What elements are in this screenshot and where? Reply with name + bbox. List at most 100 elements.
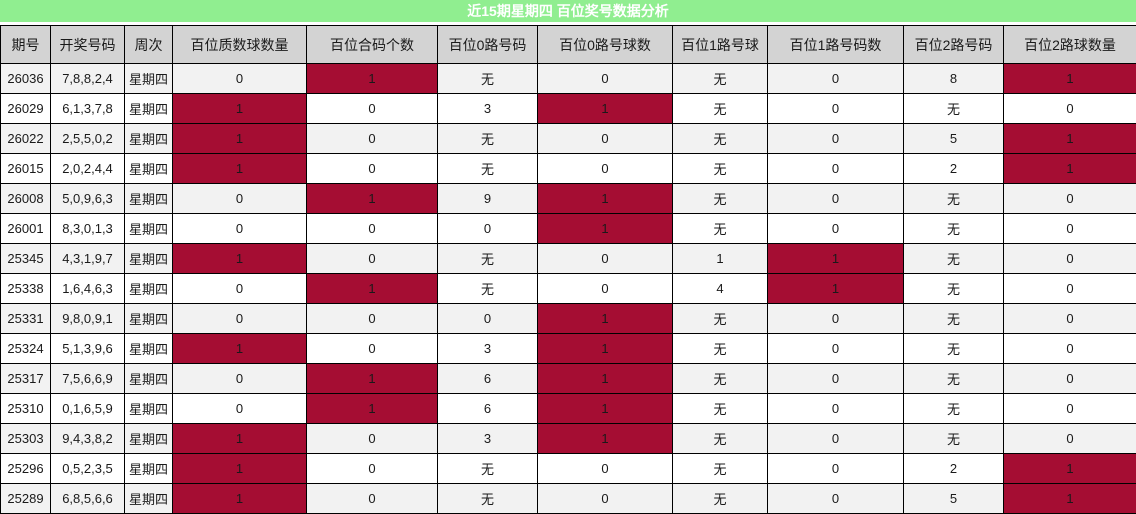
cell-route2-count: 0 bbox=[1003, 183, 1136, 214]
cell-period: 25345 bbox=[0, 243, 51, 274]
cell-route1-count: 0 bbox=[767, 483, 904, 514]
cell-prime-count: 0 bbox=[172, 363, 307, 394]
cell-route2-count: 1 bbox=[1003, 153, 1136, 184]
table-row: 26022 2,5,5,0,2 星期四 1 0 无 0 无 0 5 1 bbox=[0, 123, 1136, 154]
cell-route0-number: 无 bbox=[437, 123, 538, 154]
cell-period: 25310 bbox=[0, 393, 51, 424]
cell-week: 星期四 bbox=[124, 243, 173, 274]
cell-numbers: 7,5,6,6,9 bbox=[50, 363, 125, 394]
cell-route2-number: 2 bbox=[903, 153, 1004, 184]
cell-route2-count: 0 bbox=[1003, 363, 1136, 394]
cell-period: 25289 bbox=[0, 483, 51, 514]
cell-route2-number: 无 bbox=[903, 393, 1004, 424]
cell-route0-number: 无 bbox=[437, 243, 538, 274]
cell-route2-count: 0 bbox=[1003, 273, 1136, 304]
cell-route1-count: 1 bbox=[767, 273, 904, 304]
cell-period: 26008 bbox=[0, 183, 51, 214]
cell-prime-count: 1 bbox=[172, 93, 307, 124]
cell-composite-count: 0 bbox=[306, 483, 438, 514]
cell-prime-count: 1 bbox=[172, 333, 307, 364]
cell-route2-count: 0 bbox=[1003, 93, 1136, 124]
cell-route0-count: 0 bbox=[537, 273, 673, 304]
cell-route2-number: 5 bbox=[903, 483, 1004, 514]
cell-route0-number: 6 bbox=[437, 393, 538, 424]
cell-period: 25338 bbox=[0, 273, 51, 304]
column-header-prime-count: 百位质数球数量 bbox=[172, 25, 307, 64]
cell-route1-number: 无 bbox=[672, 93, 768, 124]
cell-composite-count: 1 bbox=[306, 363, 438, 394]
cell-composite-count: 1 bbox=[306, 183, 438, 214]
cell-route1-number: 无 bbox=[672, 63, 768, 94]
table-row: 26029 6,1,3,7,8 星期四 1 0 3 1 无 0 无 0 bbox=[0, 93, 1136, 124]
table-row: 25345 4,3,1,9,7 星期四 1 0 无 0 1 1 无 0 bbox=[0, 243, 1136, 274]
table-row: 25331 9,8,0,9,1 星期四 0 0 0 1 无 0 无 0 bbox=[0, 303, 1136, 334]
cell-numbers: 9,4,3,8,2 bbox=[50, 423, 125, 454]
cell-route2-number: 无 bbox=[903, 333, 1004, 364]
cell-route2-number: 无 bbox=[903, 423, 1004, 454]
cell-route2-count: 1 bbox=[1003, 483, 1136, 514]
cell-period: 26036 bbox=[0, 63, 51, 94]
cell-route1-number: 无 bbox=[672, 423, 768, 454]
cell-route1-number: 无 bbox=[672, 393, 768, 424]
column-header-route0-number: 百位0路号码 bbox=[437, 25, 538, 64]
cell-route1-count: 0 bbox=[767, 423, 904, 454]
table-row: 26001 8,3,0,1,3 星期四 0 0 0 1 无 0 无 0 bbox=[0, 213, 1136, 244]
cell-week: 星期四 bbox=[124, 183, 173, 214]
cell-route1-number: 无 bbox=[672, 453, 768, 484]
column-header-route1-number: 百位1路号球 bbox=[672, 25, 768, 64]
page-title: 近15期星期四 百位奖号数据分析 bbox=[0, 0, 1136, 22]
cell-numbers: 1,6,4,6,3 bbox=[50, 273, 125, 304]
cell-route0-number: 6 bbox=[437, 363, 538, 394]
cell-composite-count: 1 bbox=[306, 393, 438, 424]
column-header-period: 期号 bbox=[0, 25, 51, 64]
cell-route2-number: 8 bbox=[903, 63, 1004, 94]
cell-week: 星期四 bbox=[124, 153, 173, 184]
cell-route0-number: 无 bbox=[437, 453, 538, 484]
cell-route1-count: 0 bbox=[767, 333, 904, 364]
table-row: 25317 7,5,6,6,9 星期四 0 1 6 1 无 0 无 0 bbox=[0, 363, 1136, 394]
cell-prime-count: 1 bbox=[172, 123, 307, 154]
cell-route2-count: 0 bbox=[1003, 243, 1136, 274]
cell-route2-count: 1 bbox=[1003, 63, 1136, 94]
cell-prime-count: 0 bbox=[172, 63, 307, 94]
table-row: 26015 2,0,2,4,4 星期四 1 0 无 0 无 0 2 1 bbox=[0, 153, 1136, 184]
cell-period: 25296 bbox=[0, 453, 51, 484]
cell-prime-count: 0 bbox=[172, 393, 307, 424]
cell-composite-count: 1 bbox=[306, 63, 438, 94]
cell-prime-count: 1 bbox=[172, 153, 307, 184]
cell-prime-count: 0 bbox=[172, 273, 307, 304]
cell-week: 星期四 bbox=[124, 483, 173, 514]
cell-prime-count: 1 bbox=[172, 483, 307, 514]
cell-route2-number: 无 bbox=[903, 213, 1004, 244]
cell-prime-count: 0 bbox=[172, 213, 307, 244]
cell-route2-count: 1 bbox=[1003, 453, 1136, 484]
column-header-numbers: 开奖号码 bbox=[50, 25, 125, 64]
cell-period: 25317 bbox=[0, 363, 51, 394]
cell-period: 26022 bbox=[0, 123, 51, 154]
cell-period: 26001 bbox=[0, 213, 51, 244]
cell-week: 星期四 bbox=[124, 123, 173, 154]
table-row: 26008 5,0,9,6,3 星期四 0 1 9 1 无 0 无 0 bbox=[0, 183, 1136, 214]
cell-composite-count: 0 bbox=[306, 453, 438, 484]
cell-route2-number: 无 bbox=[903, 363, 1004, 394]
cell-route0-number: 无 bbox=[437, 483, 538, 514]
column-header-route2-number: 百位2路号码 bbox=[903, 25, 1004, 64]
cell-route1-count: 0 bbox=[767, 93, 904, 124]
cell-week: 星期四 bbox=[124, 273, 173, 304]
cell-route2-number: 无 bbox=[903, 183, 1004, 214]
cell-route1-count: 0 bbox=[767, 393, 904, 424]
cell-composite-count: 1 bbox=[306, 273, 438, 304]
cell-route0-count: 0 bbox=[537, 243, 673, 274]
cell-numbers: 0,1,6,5,9 bbox=[50, 393, 125, 424]
cell-route1-number: 无 bbox=[672, 333, 768, 364]
table-row: 25310 0,1,6,5,9 星期四 0 1 6 1 无 0 无 0 bbox=[0, 393, 1136, 424]
cell-route0-count: 0 bbox=[537, 483, 673, 514]
cell-numbers: 7,8,8,2,4 bbox=[50, 63, 125, 94]
cell-route0-number: 3 bbox=[437, 93, 538, 124]
cell-route2-number: 5 bbox=[903, 123, 1004, 154]
cell-route1-number: 无 bbox=[672, 153, 768, 184]
cell-route2-count: 0 bbox=[1003, 393, 1136, 424]
header-row: 期号 开奖号码 周次 百位质数球数量 百位合码个数 百位0路号码 百位0路号球数 百位1路号球… bbox=[0, 25, 1136, 64]
cell-route0-number: 3 bbox=[437, 333, 538, 364]
cell-route0-count: 1 bbox=[537, 363, 673, 394]
